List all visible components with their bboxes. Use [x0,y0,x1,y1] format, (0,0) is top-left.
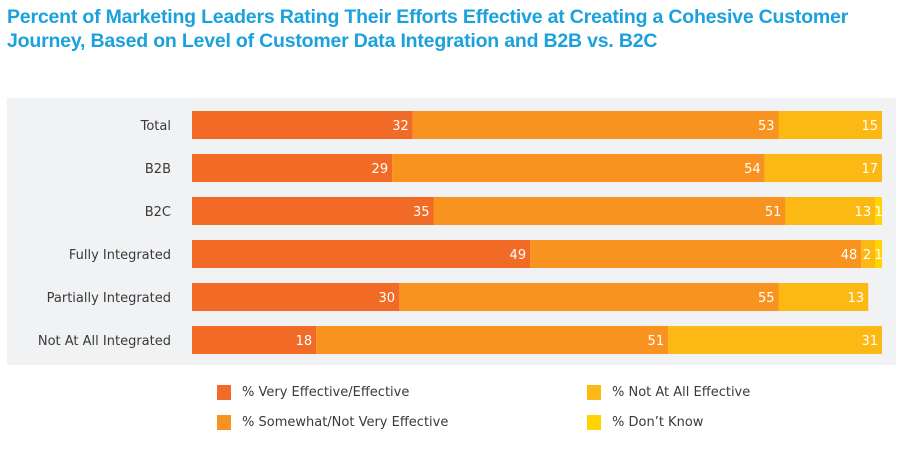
data-label-b2c-somewhat-not-very-effective: 51 [765,205,782,220]
category-label-b2b: B2B [145,162,171,177]
category-label-fully-integrated: Fully Integrated [69,248,171,263]
bar-row-total: Total 32 53 15 [140,111,882,139]
legend-item-not-at-all-effective: % Not At All Effective [587,385,750,400]
bar-segment-not-at-all-integrated-very-effective-effective [192,326,317,354]
legend-label-very-effective: % Very Effective/Effective [242,385,410,400]
data-label-partially-integrated-very-effective-effective: 30 [378,291,395,306]
data-label-b2b-somewhat-not-very-effective: 54 [744,162,761,177]
data-label-fully-integrated-not-at-all-effective: 2 [863,248,871,263]
data-label-not-at-all-integrated-very-effective-effective: 18 [296,334,313,349]
data-label-b2c-don-t-know: 1 [874,205,882,220]
legend-swatch-dont-know [587,415,601,430]
bar-row-b2c: B2C 35 51 13 1 [145,197,883,225]
data-label-total-not-at-all-effective: 15 [861,119,878,134]
plot-background [7,98,896,365]
chart-title: Percent of Marketing Leaders Rating Thei… [7,6,849,52]
bar-segment-total-very-effective-effective [192,111,413,139]
legend-swatch-somewhat-effective [217,415,231,430]
data-label-partially-integrated-not-at-all-effective: 13 [848,291,865,306]
bar-segment-total-somewhat-not-very-effective [412,111,779,139]
bar-segment-partially-integrated-not-at-all-effective [778,283,869,311]
bar-segment-fully-integrated-somewhat-not-very-effective [530,240,862,268]
bar-segment-partially-integrated-somewhat-not-very-effective [399,283,779,311]
bar-row-b2b: B2B 29 54 17 [145,154,882,182]
bar-segment-b2c-don-t-know [875,197,882,225]
bar-segment-fully-integrated-very-effective-effective [192,240,531,268]
bar-segment-b2b-not-at-all-effective [764,154,882,182]
legend-item-very-effective: % Very Effective/Effective [217,385,409,400]
legend-item-dont-know: % Don’t Know [587,415,703,430]
data-label-b2c-not-at-all-effective: 13 [855,205,872,220]
bar-row-partially-integrated: Partially Integrated 30 55 13 [47,283,869,311]
category-label-b2c: B2C [145,205,171,220]
bar-segment-not-at-all-integrated-somewhat-not-very-effective [316,326,669,354]
bar-segment-total-not-at-all-effective [778,111,882,139]
data-label-not-at-all-integrated-somewhat-not-very-effective: 51 [648,334,665,349]
category-label-partially-integrated: Partially Integrated [47,291,171,306]
bar-segment-not-at-all-integrated-not-at-all-effective [668,326,882,354]
data-label-not-at-all-integrated-not-at-all-effective: 31 [861,334,878,349]
data-label-partially-integrated-somewhat-not-very-effective: 55 [758,291,775,306]
category-label-total: Total [140,119,171,134]
legend-swatch-not-at-all-effective [587,385,601,400]
data-label-fully-integrated-somewhat-not-very-effective: 48 [841,248,858,263]
legend-label-not-at-all-effective: % Not At All Effective [612,385,751,400]
category-label-not-at-all-integrated: Not At All Integrated [38,334,171,349]
bar-segment-b2c-very-effective-effective [192,197,434,225]
data-label-b2b-very-effective-effective: 29 [372,162,389,177]
bar-segment-b2b-very-effective-effective [192,154,393,182]
legend-item-somewhat-effective: % Somewhat/Not Very Effective [217,415,448,430]
legend-label-dont-know: % Don’t Know [612,415,704,430]
bar-row-not-at-all-integrated: Not At All Integrated 18 51 31 [38,326,882,354]
bar-segment-fully-integrated-don-t-know [875,240,882,268]
bar-segment-b2b-somewhat-not-very-effective [392,154,765,182]
data-label-total-somewhat-not-very-effective: 53 [758,119,775,134]
bar-row-fully-integrated: Fully Integrated 49 48 2 1 [69,240,883,268]
data-label-b2b-not-at-all-effective: 17 [861,162,878,177]
data-label-fully-integrated-very-effective-effective: 49 [510,248,527,263]
legend-label-somewhat-effective: % Somewhat/Not Very Effective [242,415,449,430]
data-label-total-very-effective-effective: 32 [392,119,409,134]
bar-segment-b2c-somewhat-not-very-effective [433,197,786,225]
bar-segment-b2c-not-at-all-effective [785,197,876,225]
bar-segment-partially-integrated-very-effective-effective [192,283,399,311]
legend-swatch-very-effective [217,385,231,400]
data-label-b2c-very-effective-effective: 35 [413,205,430,220]
data-label-fully-integrated-don-t-know: 1 [874,248,882,263]
bar-segment-fully-integrated-not-at-all-effective [861,240,876,268]
